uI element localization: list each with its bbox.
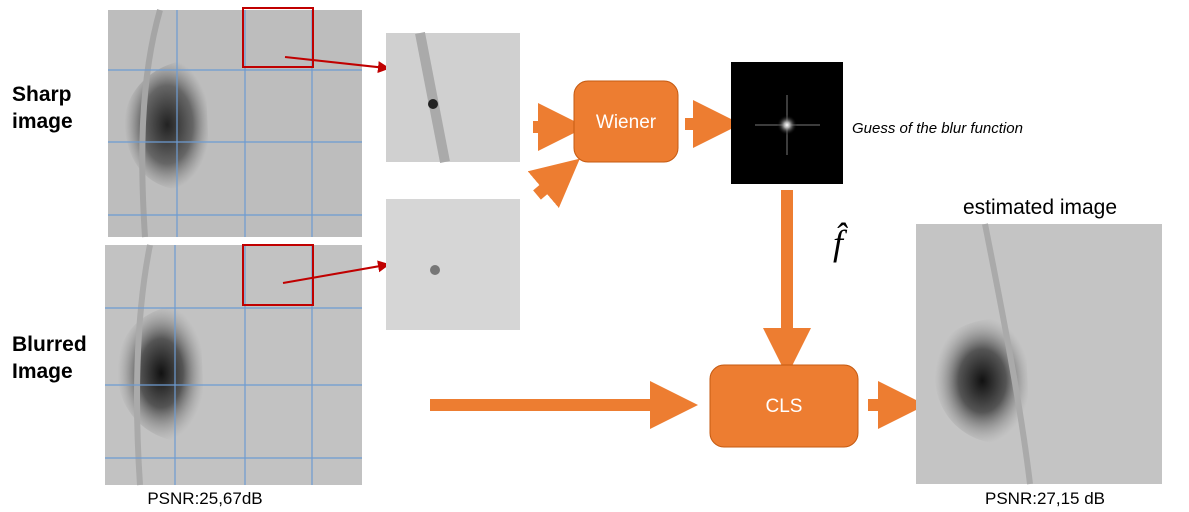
blurred-label: Image [12, 360, 73, 383]
sharp-label: Sharp [12, 83, 72, 106]
sharp-label: image [12, 110, 73, 133]
blurred-label: Blurred [12, 333, 87, 356]
sharp-image [108, 8, 362, 237]
input-psnr: PSNR:25,67dB [147, 489, 262, 508]
blur-kernel [731, 62, 843, 184]
cls-label: CLS [766, 396, 803, 417]
output-psnr: PSNR:27,15 dB [985, 489, 1105, 508]
kernel-caption: Guess of the blur function [852, 120, 1023, 137]
wiener-label: Wiener [596, 112, 657, 133]
output-title: estimated image [963, 196, 1117, 219]
blurred-patch [386, 199, 520, 330]
blurred-image [105, 245, 362, 485]
kernel-symbol: f̂ [833, 221, 848, 263]
estimated-image [916, 224, 1162, 484]
diagram: Sharp image Blurred Image PSNR:25,67dB W… [0, 0, 1189, 512]
sharp-patch [386, 33, 520, 162]
